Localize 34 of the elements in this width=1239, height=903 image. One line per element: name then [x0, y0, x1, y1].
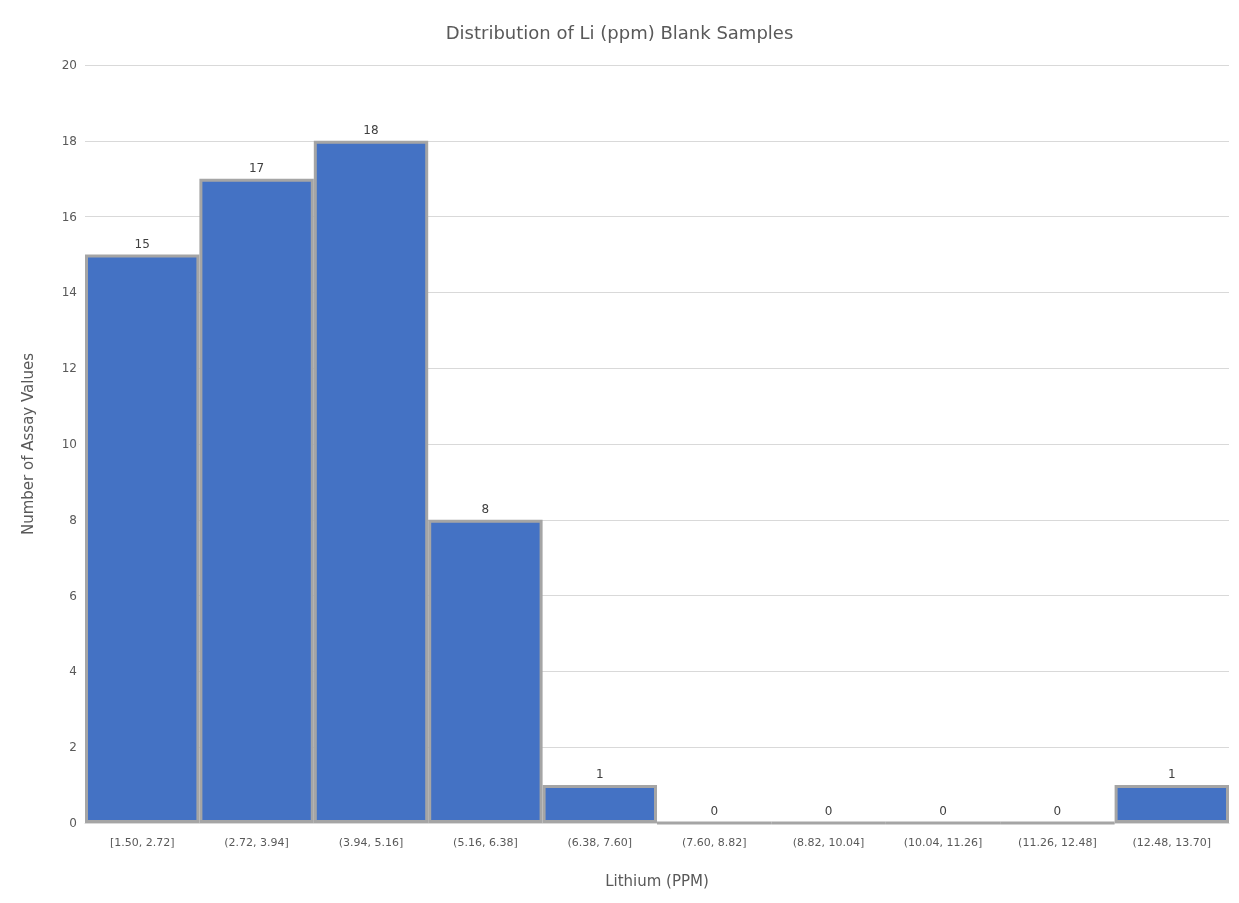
x-axis-title: Lithium (PPM): [605, 871, 709, 890]
y-tick-label: 16: [61, 209, 77, 224]
y-tick-label: 14: [61, 285, 77, 300]
data-label: 0: [939, 803, 947, 818]
data-label: 15: [134, 236, 150, 251]
x-tick-label: (10.04, 11.26]: [903, 836, 983, 849]
data-label: 0: [1053, 803, 1062, 818]
y-tick-label: 2: [69, 740, 77, 755]
y-tick-label: 4: [69, 664, 77, 679]
data-label: 1: [1167, 767, 1176, 782]
x-tick-label: (2.72, 3.94]: [224, 836, 289, 849]
y-tick-label: 18: [61, 133, 77, 148]
y-axis-title: Number of Assay Values: [18, 352, 37, 535]
data-label: 8: [481, 501, 490, 516]
x-tick-label: (12.48, 13.70]: [1132, 836, 1212, 849]
chart-title: Distribution of Li (ppm) Blank Samples: [445, 21, 794, 43]
x-tick-label: (3.94, 5.16]: [338, 836, 404, 849]
y-tick-label: 12: [61, 361, 77, 376]
x-tick-label: (8.82, 10.04]: [792, 836, 865, 849]
data-label: 18: [363, 122, 379, 137]
data-label: 17: [248, 160, 265, 175]
data-label: 0: [710, 803, 719, 818]
x-tick-label: (11.26, 12.48]: [1018, 836, 1097, 849]
y-tick-label: 20: [61, 58, 77, 72]
x-tick-label: (5.16, 6.38]: [453, 836, 518, 849]
y-tick-label: 6: [69, 588, 77, 603]
x-tick-label: (6.38, 7.60]: [567, 836, 633, 849]
y-tick-label: 8: [69, 512, 77, 527]
x-tick-label: (7.60, 8.82]: [681, 836, 747, 849]
x-tick-label: [1.50, 2.72]: [109, 836, 175, 849]
data-label: 0: [824, 803, 833, 818]
data-label: 1: [595, 767, 604, 782]
y-tick-label: 0: [69, 816, 77, 830]
y-tick-label: 10: [61, 437, 77, 451]
